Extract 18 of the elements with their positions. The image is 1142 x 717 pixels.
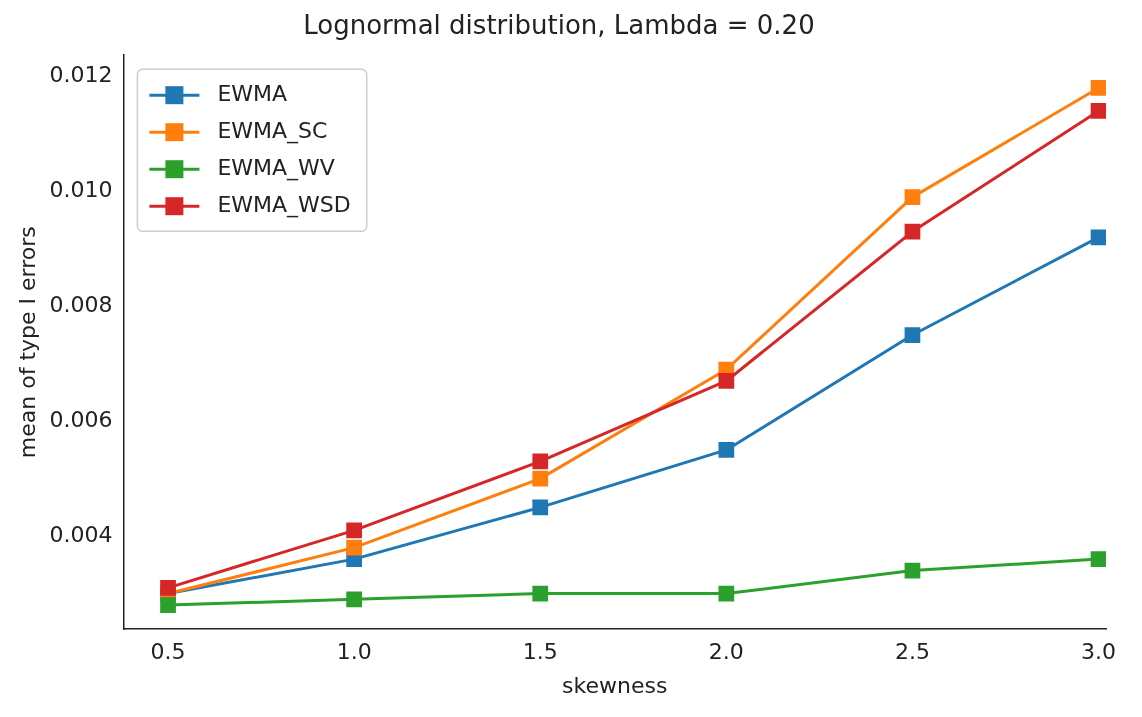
legend-label: EWMA_WV [217,154,335,181]
x-tick-label: 1.5 [522,639,558,665]
y-tick-label: 0.008 [49,292,113,318]
x-tick-label: 3.0 [1081,639,1117,665]
x-tick-label: 1.0 [336,639,372,665]
y-tick-label: 0.012 [49,62,113,88]
x-axis-title: skewness [562,672,668,698]
x-tick-label: 2.0 [708,639,744,665]
legend-label: EWMA_SC [217,117,328,144]
y-tick-label: 0.006 [49,406,113,432]
x-tick-label: 2.5 [894,639,930,665]
y-tick-label: 0.010 [49,177,113,203]
legend-label: EWMA_WSD [217,191,351,218]
y-axis-title: mean of type I errors [14,226,40,459]
chart-title: Lognormal distribution, Lambda = 0.20 [303,10,815,41]
y-tick-label: 0.004 [49,521,113,547]
legend-label: EWMA [217,80,288,106]
x-tick-label: 0.5 [150,639,186,665]
